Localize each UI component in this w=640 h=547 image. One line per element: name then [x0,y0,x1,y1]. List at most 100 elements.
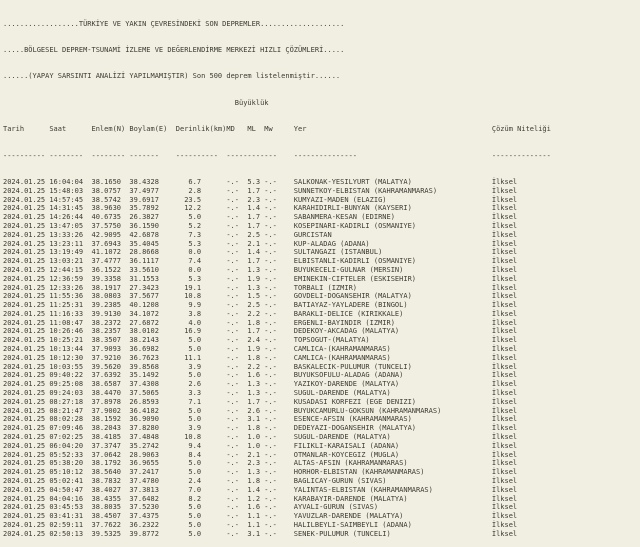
row-cell-lon: 38.4328 [129,177,159,186]
row-cell-ml: 2.2 [247,309,261,318]
row-cell-lat: 39.3358 [91,274,122,283]
row-cell-depth: 5.0 [188,345,202,354]
table-row: 2024.01.25 04:04:16 38.4355 37.6482 8.2 -.- 1.… [3,495,640,504]
row-cell-ml: 1.8 [247,353,261,362]
row-cell-date: 2024.01.25 [3,529,46,538]
row-cell-lon: 40.1208 [129,301,159,310]
table-row: 2024.01.25 14:26:44 40.6735 26.3827 5.0 -.- 1.… [3,213,640,222]
table-row: 2024.01.25 10:25:21 38.3507 38.2143 5.0 -.- 2.… [3,336,640,345]
row-cell-ml: 1.8 [247,318,261,327]
row-cell-cozum: İlksel [491,239,518,248]
row-cell-ml: 1.6 [247,503,261,512]
row-cell-md: -.- [226,389,239,398]
row-cell-date: 2024.01.25 [3,195,46,204]
row-cell-depth: 5.0 [188,336,202,345]
row-cell-ml: 1.7 [247,221,261,230]
row-cell-mw: -.- [264,239,277,248]
separator-segment: ---------- [3,151,46,160]
row-cell-ml: 2.5 [247,301,261,310]
row-cell-depth: 5.3 [188,274,202,283]
row-cell-md: -.- [226,362,239,371]
row-cell-ml: 1.3 [247,283,261,292]
row-cell-date: 2024.01.25 [3,301,46,310]
row-cell-md: -.- [226,213,239,222]
row-cell-yer: YAVUZLAR-DARENDE (MALATYA) [293,512,404,521]
row-cell-mw: -.- [264,468,277,477]
row-cell-cozum: İlksel [491,406,518,415]
row-cell-cozum: İlksel [491,318,518,327]
table-row: 2024.01.25 12:36:59 39.3358 31.1553 5.3 -.- 1.… [3,275,640,284]
table-row: 2024.01.25 11:16:33 39.9130 34.1072 3.8 -.- 2.… [3,310,640,319]
table-row: 2024.01.25 12:44:15 36.1522 33.5610 0.0 -.- 1.… [3,266,640,275]
row-cell-time: 05:10:12 [49,468,84,477]
row-cell-cozum: İlksel [491,503,518,512]
row-cell-time: 08:27:18 [49,397,84,406]
row-cell-yer: GOVDELI-DOGANSEHIR (MALATYA) [293,292,412,301]
separator-segment: -------- [49,151,84,160]
row-cell-time: 13:47:05 [49,221,84,230]
row-cell-md: -.- [226,195,239,204]
row-cell-time: 04:04:16 [49,494,84,503]
separator-segment: ------- [129,151,159,160]
table-row: 2024.01.25 02:50:13 39.5325 39.8772 5.0 -.- 3.… [3,530,640,539]
row-cell-mw: -.- [264,512,277,521]
row-cell-yer: TOPSOGUT-(MALATYA) [293,336,370,345]
row-cell-lon: 37.8280 [129,424,159,433]
row-cell-cozum: İlksel [491,186,518,195]
row-cell-depth: 5.0 [188,503,202,512]
row-cell-date: 2024.01.25 [3,468,46,477]
row-cell-mw: -.- [264,529,277,538]
row-cell-lon: 37.5677 [129,292,159,301]
column-header--z-m-niteli-i: Çözüm Niteliği [491,125,551,134]
row-cell-cozum: İlksel [491,380,518,389]
row-cell-time: 14:26:44 [49,213,84,222]
row-cell-mw: -.- [264,441,277,450]
row-cell-lat: 38.5742 [91,195,122,204]
row-cell-time: 10:03:55 [49,362,84,371]
row-cell-cozum: İlksel [491,397,518,406]
row-cell-time: 10:25:21 [49,336,84,345]
row-cell-lon: 37.4977 [129,186,159,195]
row-cell-time: 04:50:47 [49,485,84,494]
row-cell-mw: -.- [264,318,277,327]
row-cell-ml: 5.3 [247,177,261,186]
row-cell-time: 07:02:25 [49,433,84,442]
row-cell-time: 13:03:21 [49,257,84,266]
row-cell-lat: 40.6735 [91,213,122,222]
row-cell-lon: 35.7892 [129,204,159,213]
row-cell-ml: 1.0 [247,433,261,442]
row-cell-date: 2024.01.25 [3,221,46,230]
row-cell-lat: 38.9630 [91,204,122,213]
row-cell-lat: 38.2043 [91,424,122,433]
separator-segment: ------------ [226,151,277,160]
row-cell-yer: SENEK-PULUMUR (TUNCELI) [293,529,391,538]
row-cell-lat: 38.1650 [91,177,122,186]
row-cell-depth: 0.0 [188,265,202,274]
row-cell-date: 2024.01.25 [3,521,46,530]
row-cell-md: -.- [226,345,239,354]
row-cell-ml: 1.7 [247,257,261,266]
row-cell-lat: 38.4470 [91,389,122,398]
row-cell-date: 2024.01.25 [3,424,46,433]
magnitude-group-label-line: Büyüklük [3,99,640,108]
row-cell-lon: 28.8668 [129,248,159,257]
row-cell-cozum: İlksel [491,521,518,530]
column-header-enlem-n-: Enlem(N) [91,125,126,134]
table-row: 2024.01.25 11:08:47 38.2372 27.6872 4.0 -.- 1.… [3,319,640,328]
row-cell-yer: BATIAYAZ-YAYLADERE (BINGOL) [293,301,408,310]
row-cell-lat: 42.9095 [91,230,122,239]
row-cell-depth: 5.3 [188,239,202,248]
row-cell-yer: DEDEYAZI-DOGANSEHIR (MALATYA) [293,424,416,433]
column-header-saat: Saat [49,125,67,134]
row-cell-depth: 5.0 [188,406,202,415]
row-cell-mw: -.- [264,433,277,442]
row-cell-mw: -.- [264,389,277,398]
row-cell-ml: 2.2 [247,362,261,371]
row-cell-cozum: İlksel [491,371,518,380]
row-cell-md: -.- [226,239,239,248]
row-cell-md: -.- [226,441,239,450]
table-row: 2024.01.25 13:47:05 37.5750 36.1590 5.2 -.- 1.… [3,222,640,231]
row-cell-lon: 26.8593 [129,397,159,406]
row-cell-lon: 33.5610 [129,265,159,274]
row-cell-lat: 38.8035 [91,503,122,512]
